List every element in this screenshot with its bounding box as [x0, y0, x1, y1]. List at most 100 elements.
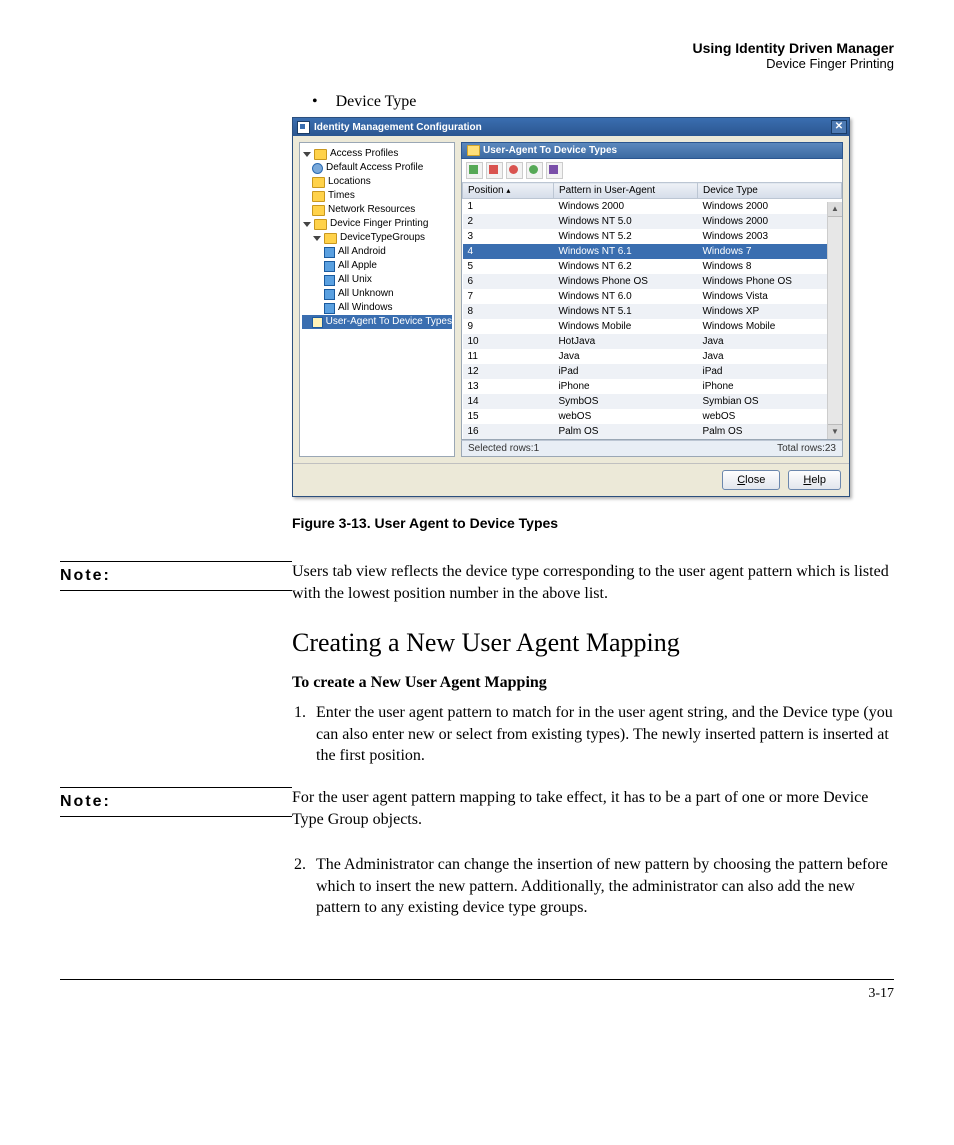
dialog-titlebar[interactable]: Identity Management Configuration ✕: [293, 118, 849, 136]
note-label: Note:: [60, 787, 292, 817]
table-row[interactable]: 5Windows NT 6.2Windows 8: [463, 259, 842, 274]
tree-device-finger-printing[interactable]: Device Finger Printing: [302, 217, 452, 231]
table-row[interactable]: 11JavaJava: [463, 349, 842, 364]
cell-pattern: Windows NT 5.2: [553, 229, 697, 244]
cell-device-type: Palm OS: [697, 424, 841, 439]
cell-device-type: Windows 7: [697, 244, 841, 259]
table-row[interactable]: 7Windows NT 6.0Windows Vista: [463, 289, 842, 304]
table-row[interactable]: 8Windows NT 5.1Windows XP: [463, 304, 842, 319]
vertical-scrollbar[interactable]: ▲ ▼: [827, 202, 842, 439]
cell-device-type: iPhone: [697, 379, 841, 394]
cell-position: 1: [463, 199, 554, 215]
step-1: Enter the user agent pattern to match fo…: [310, 702, 894, 767]
figure-caption: Figure 3-13. User Agent to Device Types: [292, 515, 894, 531]
panel-header: User-Agent To Device Types: [461, 142, 843, 159]
header-title: Using Identity Driven Manager: [60, 40, 894, 56]
page-footer: 3-17: [60, 979, 894, 1002]
cell-device-type: Windows 2000: [697, 214, 841, 229]
cell-device-type: Windows Vista: [697, 289, 841, 304]
col-device-type[interactable]: Device Type: [697, 183, 841, 199]
table-row[interactable]: 16Palm OSPalm OS: [463, 424, 842, 439]
table-row[interactable]: 2Windows NT 5.0Windows 2000: [463, 214, 842, 229]
cell-pattern: Windows NT 6.0: [553, 289, 697, 304]
table-row[interactable]: 12iPadiPad: [463, 364, 842, 379]
note-body-1: Users tab view reflects the device type …: [292, 561, 894, 604]
cell-position: 11: [463, 349, 554, 364]
cell-device-type: Windows 2003: [697, 229, 841, 244]
help-button[interactable]: Help: [788, 470, 841, 490]
tree-default-profile[interactable]: Default Access Profile: [302, 161, 452, 175]
toolbar-delete-icon[interactable]: [486, 162, 503, 179]
close-icon[interactable]: ✕: [831, 120, 847, 134]
cell-position: 3: [463, 229, 554, 244]
tree-user-agent-to-device-types[interactable]: User-Agent To Device Types: [302, 315, 452, 329]
panel-toolbar: [461, 159, 843, 182]
tree-all-windows[interactable]: All Windows: [302, 301, 452, 315]
tree-all-unknown[interactable]: All Unknown: [302, 287, 452, 301]
cell-position: 16: [463, 424, 554, 439]
cell-device-type: webOS: [697, 409, 841, 424]
close-button[interactable]: Close: [722, 470, 780, 490]
note-label: Note:: [60, 561, 292, 591]
tree-access-profiles[interactable]: Access Profiles: [302, 147, 452, 161]
table-row[interactable]: 1Windows 2000Windows 2000: [463, 199, 842, 215]
table-row[interactable]: 6Windows Phone OSWindows Phone OS: [463, 274, 842, 289]
tree-all-android[interactable]: All Android: [302, 245, 452, 259]
cell-position: 8: [463, 304, 554, 319]
cell-position: 6: [463, 274, 554, 289]
table-row[interactable]: 14SymbOSSymbian OS: [463, 394, 842, 409]
dialog-button-row: Close Help: [293, 463, 849, 496]
cell-position: 13: [463, 379, 554, 394]
window-icon: [297, 121, 310, 134]
cell-device-type: Windows XP: [697, 304, 841, 319]
table-row[interactable]: 10HotJavaJava: [463, 334, 842, 349]
cell-pattern: Windows NT 5.1: [553, 304, 697, 319]
cell-pattern: Palm OS: [553, 424, 697, 439]
cell-pattern: HotJava: [553, 334, 697, 349]
cell-position: 9: [463, 319, 554, 334]
tree-device-type-groups[interactable]: DeviceTypeGroups: [302, 231, 452, 245]
scroll-down-icon[interactable]: ▼: [828, 424, 842, 439]
scroll-up-icon[interactable]: ▲: [828, 202, 842, 217]
col-position[interactable]: Position ▴: [463, 183, 554, 199]
note-body-2: For the user agent pattern mapping to ta…: [292, 787, 894, 830]
table-row[interactable]: 13iPhoneiPhone: [463, 379, 842, 394]
cell-position: 4: [463, 244, 554, 259]
dialog-title: Identity Management Configuration: [314, 122, 482, 133]
cell-position: 10: [463, 334, 554, 349]
cell-device-type: Java: [697, 349, 841, 364]
tree-times[interactable]: Times: [302, 189, 452, 203]
page-number: 3-17: [868, 986, 894, 1001]
section-heading: Creating a New User Agent Mapping: [292, 628, 894, 658]
detail-pane: User-Agent To Device Types Position ▴: [461, 142, 843, 457]
cell-pattern: Windows 2000: [553, 199, 697, 215]
cell-device-type: Windows Phone OS: [697, 274, 841, 289]
toolbar-remove-icon[interactable]: [506, 162, 523, 179]
tree-all-unix[interactable]: All Unix: [302, 273, 452, 287]
cell-device-type: Java: [697, 334, 841, 349]
bullet-dot: •: [312, 93, 318, 110]
cell-pattern: Java: [553, 349, 697, 364]
cell-device-type: Windows Mobile: [697, 319, 841, 334]
tree-network-resources[interactable]: Network Resources: [302, 203, 452, 217]
tree-all-apple[interactable]: All Apple: [302, 259, 452, 273]
cell-device-type: iPad: [697, 364, 841, 379]
cell-pattern: iPhone: [553, 379, 697, 394]
step-2: The Administrator can change the inserti…: [310, 854, 894, 919]
table-wrap: Position ▴ Pattern in User-Agent Device …: [461, 182, 843, 440]
table-row[interactable]: 3Windows NT 5.2Windows 2003: [463, 229, 842, 244]
cell-pattern: Windows Phone OS: [553, 274, 697, 289]
cell-position: 15: [463, 409, 554, 424]
table-row[interactable]: 9Windows MobileWindows Mobile: [463, 319, 842, 334]
table-row[interactable]: 4Windows NT 6.1Windows 7: [463, 244, 842, 259]
col-pattern[interactable]: Pattern in User-Agent: [553, 183, 697, 199]
tree-locations[interactable]: Locations: [302, 175, 452, 189]
toolbar-edit-icon[interactable]: [546, 162, 563, 179]
toolbar-add-icon[interactable]: [466, 162, 483, 179]
status-bar: Selected rows:1 Total rows:23: [461, 440, 843, 457]
toolbar-insert-icon[interactable]: [526, 162, 543, 179]
identity-config-dialog: Identity Management Configuration ✕ Acce…: [292, 117, 850, 497]
table-row[interactable]: 15webOSwebOS: [463, 409, 842, 424]
cell-pattern: Windows NT 5.0: [553, 214, 697, 229]
note-block-2: Note: For the user agent pattern mapping…: [60, 787, 894, 830]
